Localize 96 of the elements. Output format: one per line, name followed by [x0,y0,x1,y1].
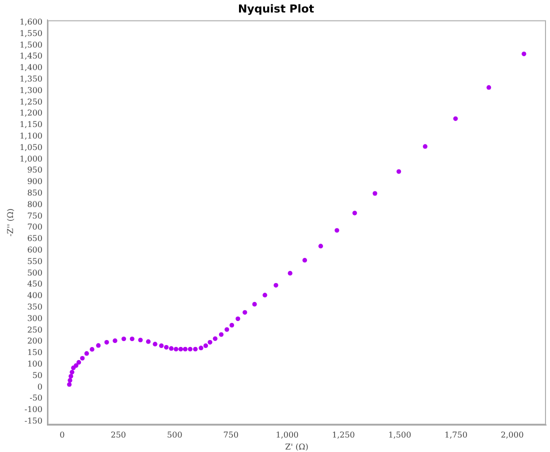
y-tick-label: 800 [27,200,42,209]
point [453,116,458,121]
point [198,346,204,350]
y-tick-label: 500 [27,268,42,278]
point [138,338,143,342]
y-tick-label: 1,000 [20,154,42,164]
point [168,346,174,351]
point [68,374,74,379]
x-tick-label: 1,750 [444,430,468,440]
y-tick-label: 350 [27,302,42,312]
point [302,258,308,263]
point [522,52,526,56]
point [212,336,218,341]
y-tick-label: 1,350 [20,74,42,84]
point [74,363,78,368]
point [486,85,492,90]
y-tick-label: 750 [27,211,42,220]
point [352,210,358,216]
y-tick-label: 1,600 [20,18,42,27]
y-tick-label: 1,450 [20,52,42,61]
point [76,360,82,365]
point [422,144,428,149]
y-tick-label: 1,400 [20,63,42,72]
point [130,336,134,342]
y-tick-label: -150 [24,416,42,426]
y-tick-label: 600 [27,246,42,254]
point [236,316,240,322]
y-tick-label: 100 [27,359,42,368]
point [203,343,208,348]
point [90,347,94,352]
point [68,378,72,383]
point [146,339,151,344]
y-tick-label: 1,250 [20,97,42,106]
point [159,343,164,348]
y-tick-label: 250 [27,325,42,334]
point [67,382,72,387]
chart-title: Nyquist Plot [238,2,314,16]
point [262,292,268,298]
y-tick-label: 1,200 [20,108,42,118]
point [334,228,340,233]
point [230,322,234,328]
point [121,336,126,342]
point [80,356,85,361]
y-axis-title: -Z'' (Ω) [6,208,15,237]
y-tick-label: 700 [27,222,42,232]
x-tick-label: 250 [110,430,126,440]
y-tick-label: 0 [37,382,42,392]
y-tick-label: -50 [30,394,42,403]
y-tick-label: 1,500 [20,40,42,50]
y-tick-label: 950 [27,166,42,175]
point [96,343,101,348]
point [218,332,224,337]
y-tick-label: 450 [27,280,42,289]
point [288,270,292,276]
point [182,346,188,352]
x-tick-label: 500 [167,430,182,440]
x-tick-label: 750 [223,430,239,440]
y-tick-label: 850 [27,188,42,198]
y-tick-label: 1,150 [20,120,42,130]
x-tick-label: 1,500 [388,430,412,440]
point [152,342,158,346]
y-tick-label: 900 [27,177,42,186]
y-tick-label: 50 [32,370,42,380]
point [84,351,89,356]
point [188,346,192,352]
point [70,370,74,374]
y-tick-label: 650 [27,234,42,244]
y-tick-label: 200 [27,336,42,346]
y-tick-label: 1,100 [20,132,42,141]
point [318,244,324,248]
y-tick-label: 1,050 [20,142,42,152]
y-tick-label: 300 [27,314,42,323]
y-tick-label: 1,300 [20,86,42,95]
point [396,169,402,174]
point [224,327,230,332]
point [242,310,248,315]
y-tick-label: 1,550 [20,28,42,38]
point [104,340,109,345]
point [193,346,198,352]
x-axis-title: Z' (Ω) [285,442,308,452]
point [372,191,378,196]
point [164,345,169,350]
point [112,338,118,343]
y-tick-label: 150 [27,348,42,358]
point [174,346,178,352]
x-tick-label: 2,000 [500,430,524,440]
point [178,346,184,352]
y-tick-label: -100 [24,405,42,414]
x-tick-label: 1,250 [332,430,355,440]
y-tick-label: 400 [27,291,42,300]
point [274,283,278,288]
x-tick-label: 0 [60,430,65,440]
point [208,340,212,345]
y-tick-label: 550 [27,256,42,266]
x-tick-label: 1,000 [276,430,299,440]
point [252,302,257,307]
